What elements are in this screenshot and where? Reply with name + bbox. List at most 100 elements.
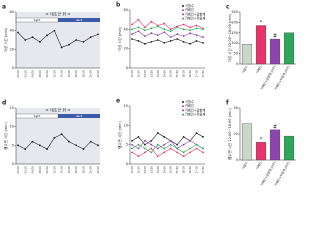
data-point <box>144 151 146 154</box>
y-tick-label: 10 <box>10 125 14 129</box>
data-point <box>156 143 159 146</box>
data-point <box>169 30 172 33</box>
data-point <box>137 40 140 42</box>
data-point <box>53 136 56 139</box>
data-point <box>144 42 146 45</box>
data-point <box>156 147 159 150</box>
data-point <box>189 32 191 35</box>
data-point <box>169 147 172 150</box>
data-point <box>163 31 166 34</box>
data-point <box>195 132 198 134</box>
panel-label: e <box>116 98 120 105</box>
data-point <box>46 34 48 37</box>
x-tick-label: 18:00 <box>81 70 85 78</box>
x-tick-label: 14:00 <box>67 166 71 174</box>
data-point <box>163 151 166 154</box>
x-tick-label: 20:00 <box>89 166 93 174</box>
data-point <box>176 143 179 146</box>
data-point <box>195 27 198 30</box>
data-point <box>144 35 146 37</box>
y-tick-label: 0 <box>126 162 128 166</box>
data-point <box>150 151 153 154</box>
bar <box>241 123 253 161</box>
data-point <box>31 36 34 39</box>
y-tick-label: 25 <box>234 132 238 136</box>
data-point <box>24 39 27 41</box>
panel-label: f <box>226 100 229 107</box>
data-point <box>156 132 159 134</box>
x-tick-label: 식염수 <box>240 64 249 74</box>
significance-marker: # <box>273 124 277 130</box>
x-tick-label: 17:30 <box>201 70 205 78</box>
data-point <box>131 38 133 40</box>
dark-phase <box>58 114 100 118</box>
x-tick-label: 12:30 <box>136 70 140 78</box>
legend-label: 카페인+작용제 <box>185 16 205 21</box>
data-point <box>137 18 140 21</box>
legend-label: 카페인 <box>185 103 194 108</box>
data-point <box>68 140 70 143</box>
data-point <box>150 139 153 142</box>
bar <box>255 142 267 161</box>
data-point <box>182 35 185 37</box>
x-tick-label: 04:00 <box>31 70 35 78</box>
x-tick-label: 14:00 <box>156 166 160 174</box>
data-point <box>176 26 179 29</box>
panel-label: b <box>116 2 121 9</box>
data-point <box>156 34 159 37</box>
bar <box>255 25 267 65</box>
data-point <box>189 147 191 150</box>
legend-marker <box>182 9 184 12</box>
x-tick-label: 10:00 <box>52 70 56 78</box>
x-tick-label: 카페인 <box>254 160 263 170</box>
data-point <box>156 155 159 158</box>
x-tick-label: 16:00 <box>74 70 78 78</box>
x-tick-label: 16:00 <box>74 166 78 174</box>
x-tick-label: 17:00 <box>195 70 199 78</box>
data-point <box>150 32 153 35</box>
data-point <box>150 41 153 43</box>
legend-label: 카페인 <box>185 7 194 12</box>
data-point <box>137 30 140 33</box>
data-point <box>163 143 166 146</box>
chart-title: < 대조군 쥐 > <box>45 11 70 17</box>
data-point <box>97 144 99 147</box>
y-tick-label: 60 <box>124 8 128 12</box>
legend-label: 카페인+작용제 <box>185 112 205 117</box>
y-tick-label: 5 <box>12 143 14 147</box>
data-point <box>202 136 204 138</box>
data-point <box>75 39 78 41</box>
data-point <box>131 33 133 36</box>
data-point <box>97 33 99 36</box>
data-point <box>82 148 85 150</box>
x-tick-label: 15:30 <box>175 166 179 174</box>
data-point <box>202 28 204 31</box>
y-tick-label: 0 <box>126 66 128 70</box>
x-tick-label: 04:00 <box>31 166 35 174</box>
data-point <box>17 144 19 147</box>
legend-marker <box>182 101 184 103</box>
data-point <box>131 23 133 26</box>
bar <box>269 129 281 161</box>
phase-label: dark <box>76 18 83 22</box>
data-point <box>150 27 153 30</box>
data-point <box>46 148 48 150</box>
data-point <box>17 31 19 34</box>
legend-label: 식염수 <box>185 3 194 8</box>
x-tick-label: 14:00 <box>67 70 71 78</box>
data-point <box>163 136 166 138</box>
data-line <box>131 26 204 32</box>
y-axis-label: 각성 시간 (min) <box>117 26 122 51</box>
y-tick-label: 15 <box>10 106 14 110</box>
data-point <box>176 33 179 36</box>
legend-marker <box>182 5 184 7</box>
phase-label: light <box>34 114 41 118</box>
x-tick-label: 17:30 <box>201 166 205 174</box>
y-tick-label: 0 <box>12 162 14 166</box>
y-tick-label: 50 <box>234 106 238 110</box>
y-tick-label: 20 <box>10 47 14 51</box>
y-tick-label: 250 <box>231 10 238 14</box>
data-line <box>17 133 99 150</box>
data-point <box>182 28 185 31</box>
legend-marker <box>182 109 184 112</box>
